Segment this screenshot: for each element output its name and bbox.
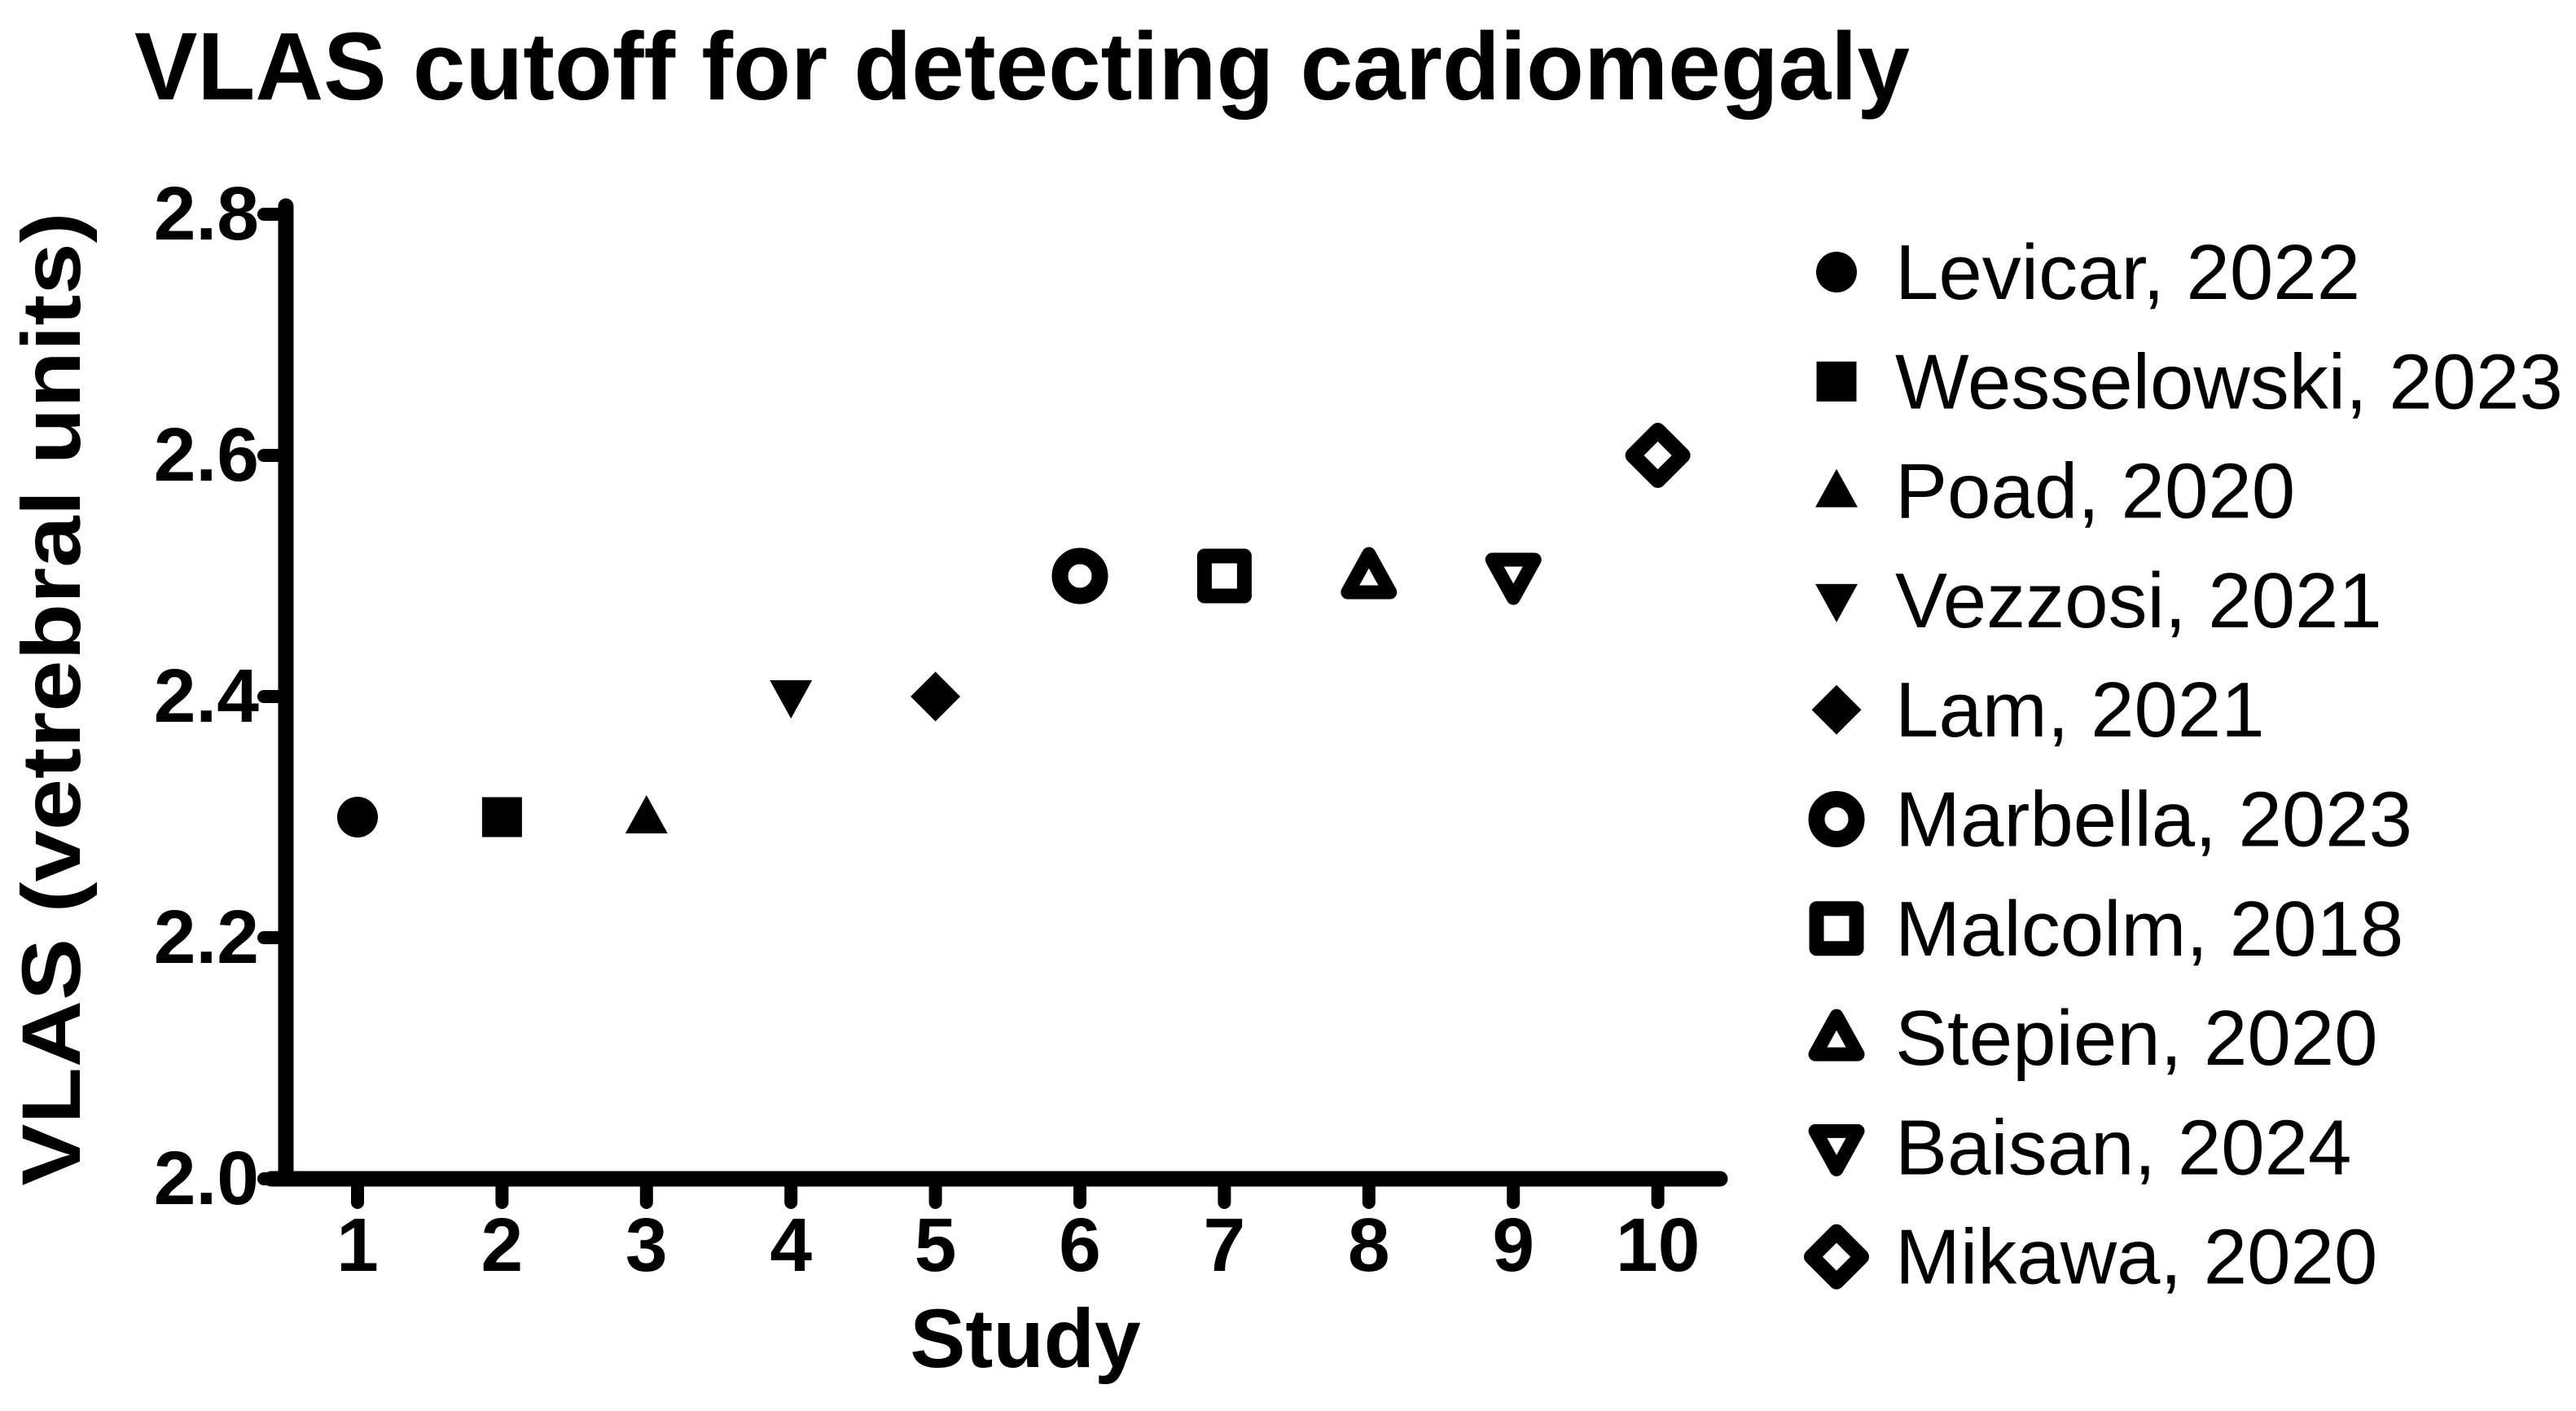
legend-item: Stepien, 2020 xyxy=(1808,995,2378,1082)
legend-item: Marbella, 2023 xyxy=(1808,776,2412,864)
x-tick-label: 5 xyxy=(915,1202,957,1287)
legend-label: Mikawa, 2020 xyxy=(1895,1214,2377,1301)
legend-label: Baisan, 2024 xyxy=(1895,1104,2351,1191)
legend-label: Stepien, 2020 xyxy=(1895,995,2378,1082)
legend-filled-square-icon xyxy=(1816,361,1857,402)
y-tick-label: 2.0 xyxy=(154,1136,259,1220)
x-tick-label: 4 xyxy=(770,1202,812,1287)
x-tick-label: 7 xyxy=(1204,1202,1246,1287)
y-tick-label: 2.8 xyxy=(154,171,259,256)
x-tick-label: 3 xyxy=(625,1202,668,1287)
legend-item: Vezzosi, 2021 xyxy=(1815,557,2382,644)
y-tick-label: 2.4 xyxy=(154,653,260,738)
axes-group: 2.0 2.2 2.4 2.6 2.8 1 2 3 4 5 6 7 8 9 10 xyxy=(154,171,1728,1287)
legend-open-circle-icon xyxy=(1808,791,1865,847)
x-axis-title: Study xyxy=(910,1292,1141,1385)
data-point-7 xyxy=(1196,548,1252,604)
legend-label: Levicar, 2022 xyxy=(1895,229,2360,316)
data-point-10 xyxy=(1625,423,1691,488)
x-tick-label: 6 xyxy=(1059,1202,1101,1287)
x-tick-label: 1 xyxy=(336,1202,379,1287)
x-tick-label: 2 xyxy=(481,1202,524,1287)
data-point-2 xyxy=(481,797,522,837)
legend-item: Wesselowski, 2023 xyxy=(1816,338,2563,425)
data-points-group xyxy=(337,423,1691,837)
data-point-5 xyxy=(911,671,961,722)
legend-filled-triangle-up-icon xyxy=(1815,468,1858,508)
x-tick-label: 10 xyxy=(1616,1202,1700,1287)
x-tick-label: 9 xyxy=(1492,1202,1534,1287)
data-point-1 xyxy=(337,797,378,837)
legend-label: Marbella, 2023 xyxy=(1895,776,2412,864)
legend-item: Levicar, 2022 xyxy=(1816,229,2360,316)
legend-item: Lam, 2021 xyxy=(1811,666,2265,754)
legend-label: Poad, 2020 xyxy=(1895,448,2295,535)
data-point-4 xyxy=(770,680,813,719)
legend-open-square-icon xyxy=(1809,901,1864,956)
chart-title: VLAS cutoff for detecting cardiomegaly xyxy=(134,13,1910,121)
legend-open-triangle-down-icon xyxy=(1808,1123,1865,1176)
data-point-9 xyxy=(1485,552,1542,605)
legend-group: Levicar, 2022 Wesselowski, 2023 Poad, 2020… xyxy=(1804,229,2563,1301)
legend-item: Poad, 2020 xyxy=(1815,448,2295,535)
legend-item: Mikawa, 2020 xyxy=(1804,1214,2377,1301)
y-tick-label: 2.6 xyxy=(154,412,259,497)
legend-filled-triangle-down-icon xyxy=(1815,583,1858,622)
legend-label: Vezzosi, 2021 xyxy=(1895,557,2382,644)
legend-label: Lam, 2021 xyxy=(1895,666,2265,754)
legend-filled-circle-icon xyxy=(1816,252,1857,292)
data-point-3 xyxy=(625,795,668,833)
legend-label: Malcolm, 2018 xyxy=(1895,886,2403,973)
legend-label: Wesselowski, 2023 xyxy=(1895,338,2563,425)
data-point-6 xyxy=(1051,547,1108,604)
legend-open-triangle-up-icon xyxy=(1808,1009,1865,1062)
y-axis-title: VLAS (vetrebral units) xyxy=(5,213,98,1186)
legend-item: Baisan, 2024 xyxy=(1808,1104,2351,1191)
legend-open-diamond-icon xyxy=(1804,1224,1869,1290)
data-point-8 xyxy=(1341,547,1398,600)
legend-item: Malcolm, 2018 xyxy=(1809,886,2403,973)
legend-filled-diamond-icon xyxy=(1811,684,1862,735)
y-tick-label: 2.2 xyxy=(154,895,259,979)
x-tick-label: 8 xyxy=(1348,1202,1390,1287)
